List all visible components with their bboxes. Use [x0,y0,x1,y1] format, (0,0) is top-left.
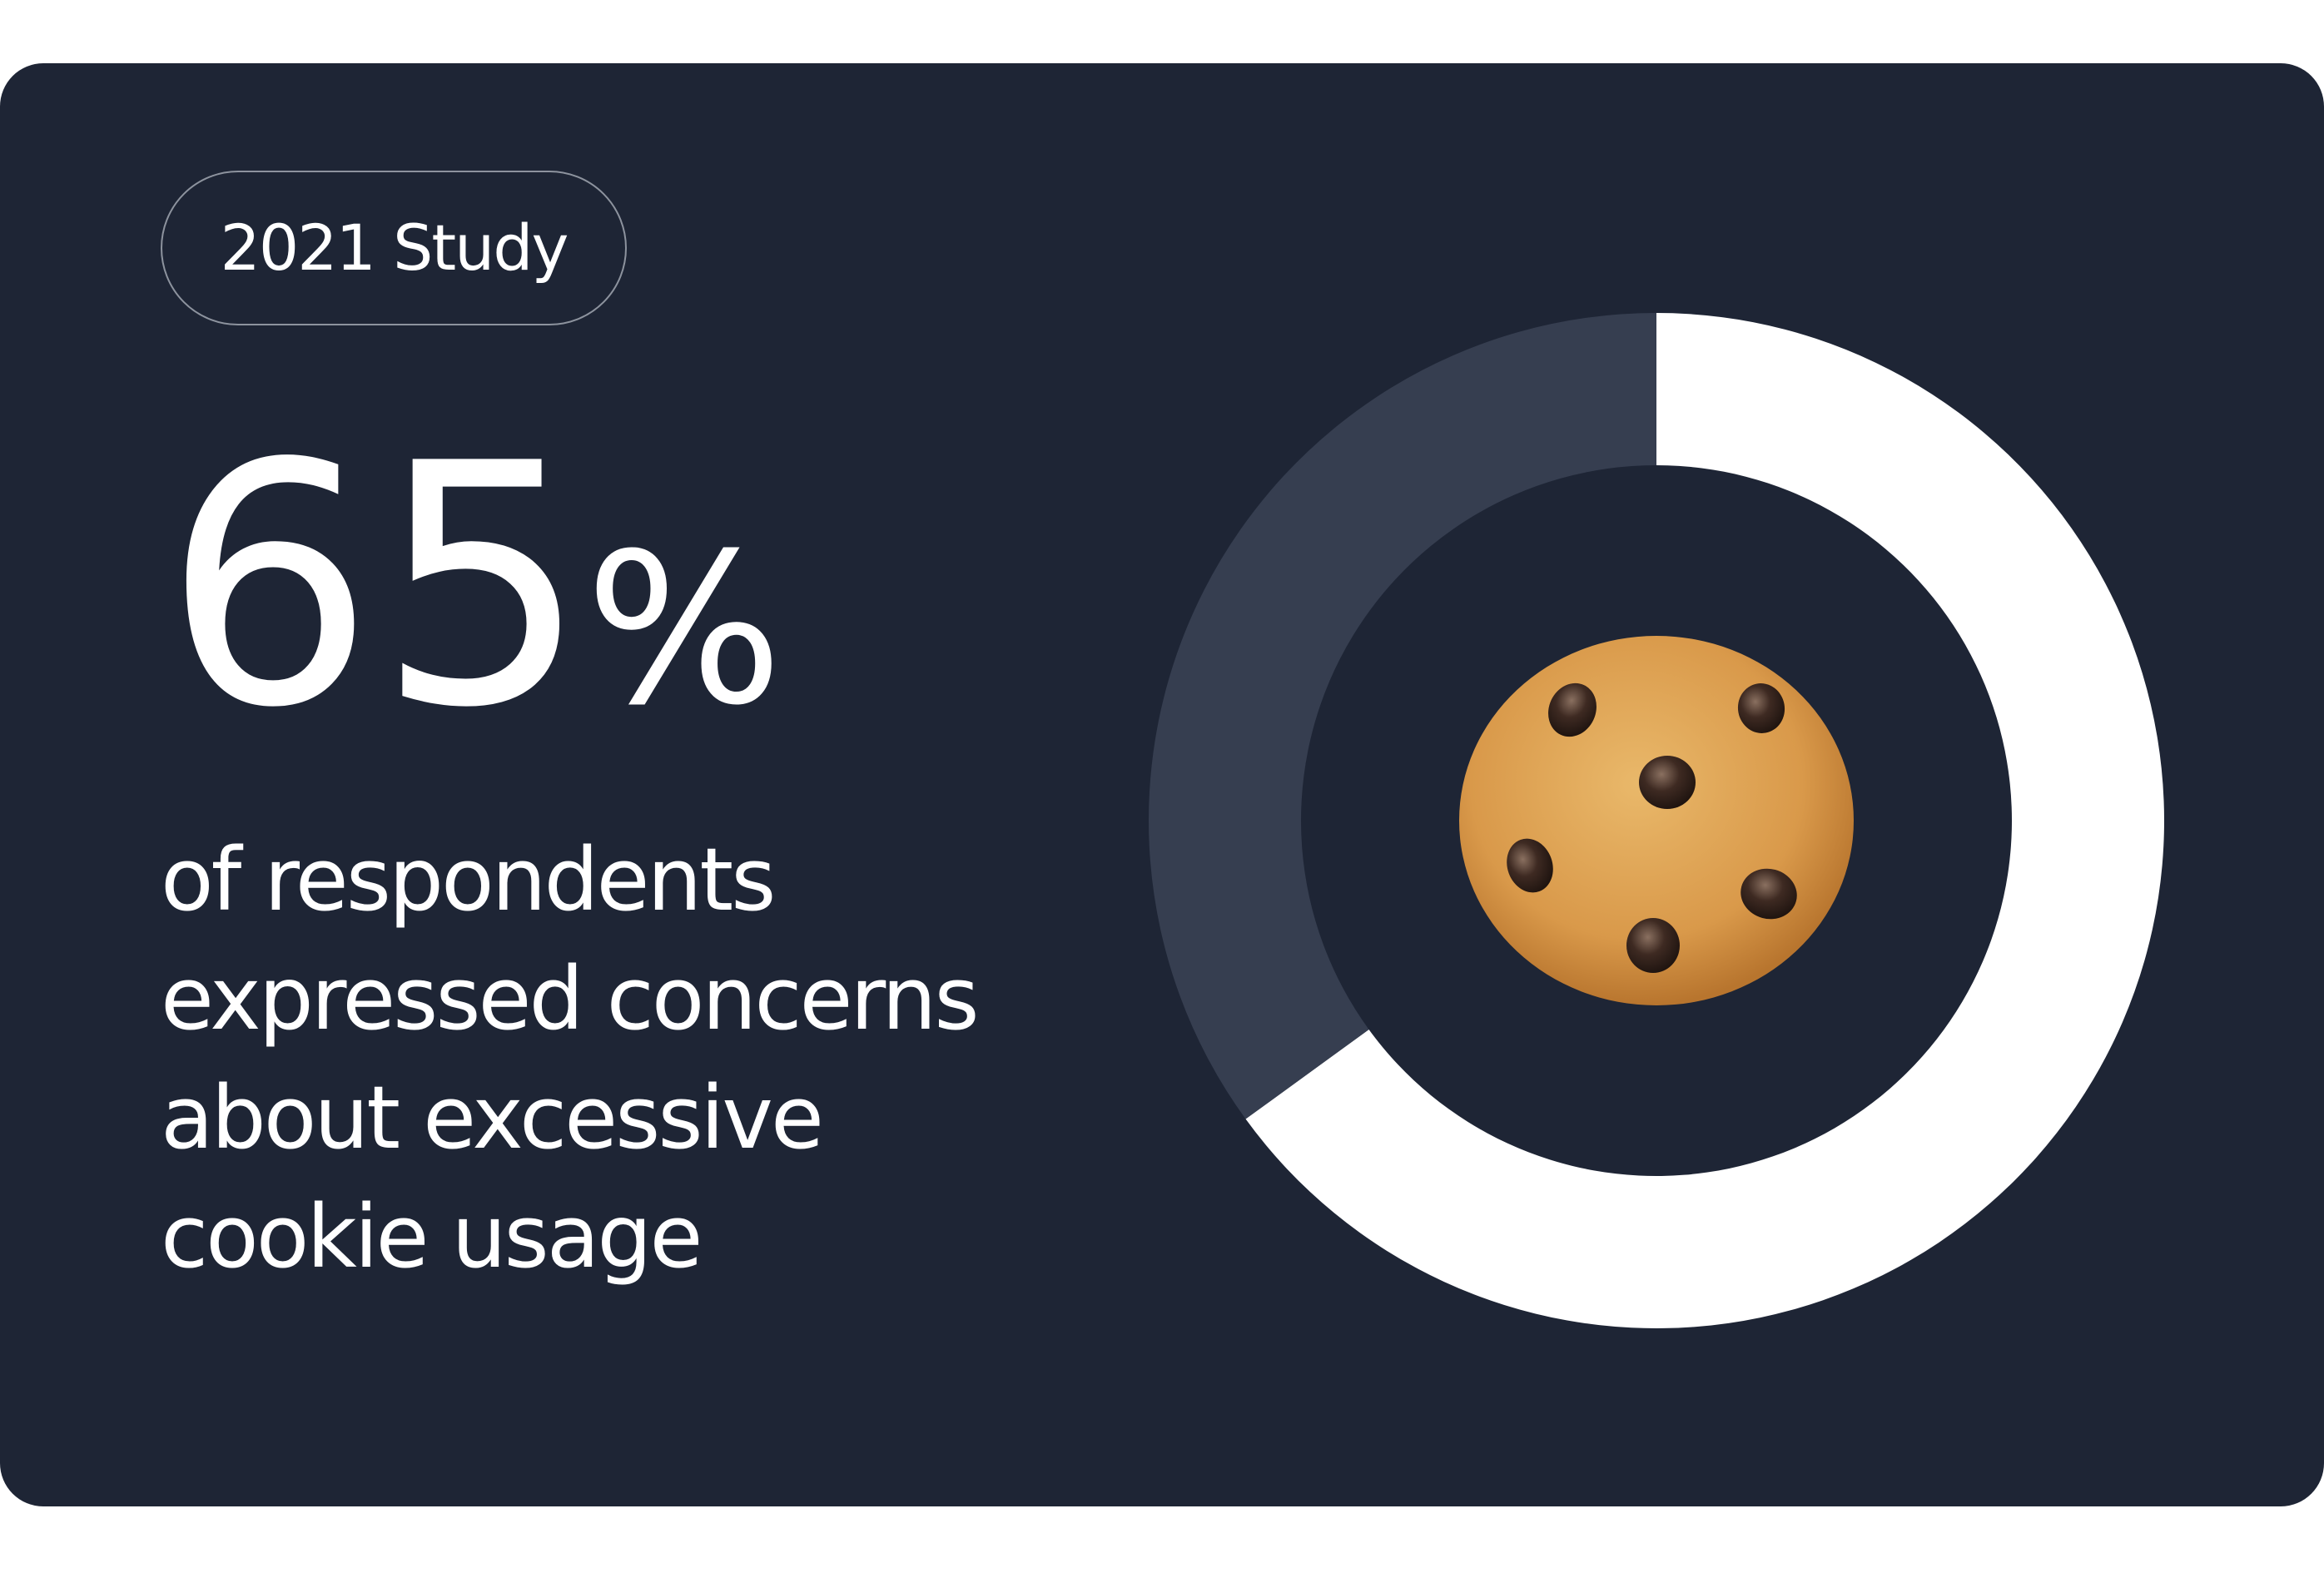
stat-description: of respondents expressed concerns about … [161,821,1118,1297]
donut-segment-1 [1149,313,1656,1119]
donut-segment-0 [1245,313,2164,1329]
stat-percent-sign: % [584,509,783,751]
donut-segments [1149,313,2164,1329]
cookie-icon [1459,636,1854,1005]
stat-card: 2021 Study 65% of respondents expressed … [0,63,2324,1506]
description-line: cookie usage [161,1186,703,1288]
description-line: about excessive [161,1067,824,1169]
study-badge: 2021 Study [161,171,627,325]
donut-chart [1149,313,2164,1329]
stat-number: 65 [163,394,590,781]
stat-value: 65% [163,421,783,854]
description-line: expressed concerns [161,948,980,1049]
description-line: of respondents [161,829,776,930]
